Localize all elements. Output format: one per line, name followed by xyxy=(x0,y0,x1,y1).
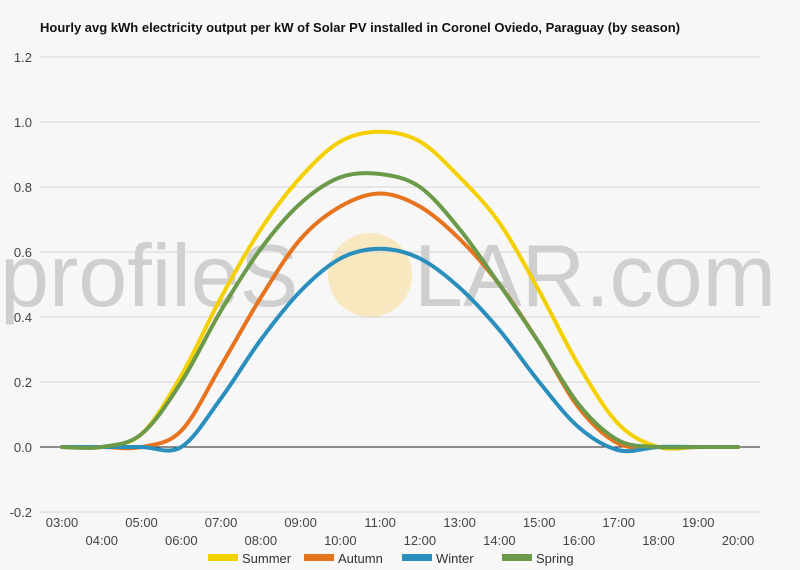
x-tick-label: 13:00 xyxy=(443,515,476,530)
y-tick-label: 1.2 xyxy=(14,50,32,65)
legend-swatch-spring xyxy=(502,554,532,561)
x-axis: 03:00 04:00 05:00 06:00 07:00 08:00 09:00 10:00… xyxy=(46,515,755,548)
x-tick-label: 19:00 xyxy=(682,515,715,530)
y-axis: -0.2 0.0 0.2 0.4 0.6 0.8 1.0 1.2 xyxy=(10,50,32,520)
watermark-sun-icon xyxy=(328,233,412,317)
x-tick-label: 16:00 xyxy=(563,533,596,548)
y-tick-label: -0.2 xyxy=(10,505,32,520)
series-line-autumn xyxy=(60,191,740,451)
x-tick-label: 06:00 xyxy=(165,533,198,548)
series-line-spring xyxy=(60,171,740,450)
legend-label-winter: Winter xyxy=(436,551,474,566)
x-tick-label: 17:00 xyxy=(602,515,635,530)
series-line-summer xyxy=(60,129,740,451)
gridlines xyxy=(40,56,760,513)
x-tick-label: 10:00 xyxy=(324,533,357,548)
legend-swatch-summer xyxy=(208,554,238,561)
x-tick-label: 08:00 xyxy=(245,533,278,548)
x-tick-label: 18:00 xyxy=(642,533,675,548)
x-tick-label: 07:00 xyxy=(205,515,238,530)
x-tick-label: 03:00 xyxy=(46,515,79,530)
y-tick-label: 0.8 xyxy=(14,180,32,195)
x-tick-label: 11:00 xyxy=(364,515,396,530)
y-tick-label: 0.6 xyxy=(14,245,32,260)
legend-label-spring: Spring xyxy=(536,551,574,566)
x-tick-label: 14:00 xyxy=(483,533,516,548)
x-tick-label: 12:00 xyxy=(404,533,437,548)
legend-swatch-winter xyxy=(402,554,432,561)
legend-swatch-autumn xyxy=(304,554,334,561)
y-tick-label: 1.0 xyxy=(14,115,32,130)
series-line-winter xyxy=(60,246,740,454)
watermark-text-right: LAR.com xyxy=(414,226,776,325)
x-tick-label: 05:00 xyxy=(125,515,158,530)
watermark: profileS LAR.com xyxy=(0,226,776,325)
y-tick-label: 0.2 xyxy=(14,375,32,390)
x-tick-label: 04:00 xyxy=(85,533,118,548)
x-tick-label: 09:00 xyxy=(284,515,317,530)
watermark-text-left: profileS xyxy=(0,226,298,325)
series-lines xyxy=(60,129,740,454)
legend-label-autumn: Autumn xyxy=(338,551,383,566)
x-tick-label: 20:00 xyxy=(722,533,755,548)
x-tick-label: 15:00 xyxy=(523,515,556,530)
y-tick-label: 0.4 xyxy=(14,310,32,325)
chart-title: Hourly avg kWh electricity output per kW… xyxy=(40,20,681,35)
legend-label-summer: Summer xyxy=(242,551,292,566)
legend: Summer Autumn Winter Spring xyxy=(208,551,574,566)
y-tick-label: 0.0 xyxy=(14,440,32,455)
